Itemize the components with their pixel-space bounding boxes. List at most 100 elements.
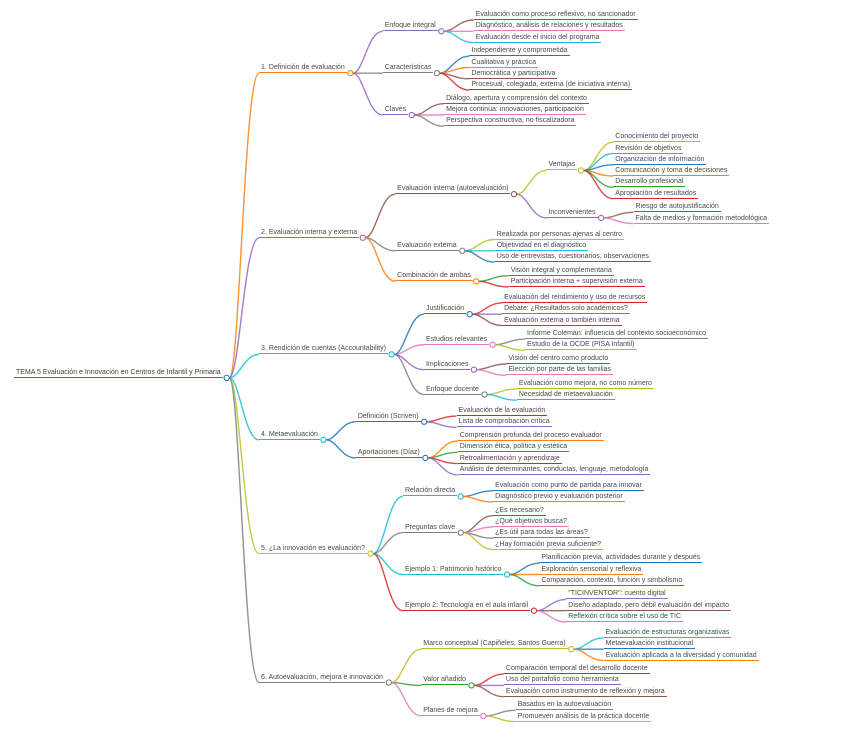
mindmap-branch-node: Definición (Scriven) xyxy=(355,412,421,422)
mindmap-leaf-node: Estudio de la OCDE (PISA Infantil) xyxy=(525,340,637,351)
mindmap-branch-node: 4. Metaevaluación xyxy=(259,430,320,440)
mindmap-branch-node: 1. Definición de evaluación xyxy=(259,64,347,74)
mindmap-leaf-node: Diagnóstico, análisis de relaciones y re… xyxy=(473,22,625,32)
node-toggle-dot[interactable] xyxy=(223,374,230,382)
mindmap-branch-node: 6. Autoevaluación, mejora e innovación xyxy=(259,673,386,683)
branch-link xyxy=(325,439,356,459)
branch-link xyxy=(516,169,547,195)
node-toggle-dot[interactable] xyxy=(457,529,464,536)
mindmap-leaf-node: Debate: ¿Resultados solo académicos? xyxy=(502,305,630,315)
branch-link xyxy=(391,681,422,687)
mindmap-leaf-node: Comparación temporal del desarrollo doce… xyxy=(503,665,650,675)
branch-link xyxy=(365,237,396,283)
node-toggle-dot[interactable] xyxy=(359,234,366,241)
node-toggle-dot[interactable] xyxy=(489,341,496,348)
branch-link xyxy=(573,648,604,662)
mindmap-leaf-node: Promueven análisis de la práctica docent… xyxy=(515,712,652,722)
mindmap-branch-node: 5. ¿La innovación es evaluación? xyxy=(259,544,367,554)
branch-link xyxy=(391,681,422,717)
mindmap-leaf-node: Procesual, colegiada, externa (de inicia… xyxy=(469,81,633,91)
mindmap-leaf-node: Mejora continua: innovaciones, participa… xyxy=(444,106,586,115)
node-toggle-dot[interactable] xyxy=(568,646,575,653)
node-toggle-dot[interactable] xyxy=(367,550,374,557)
mindmap-leaf-node: Evaluación como punto de partida para in… xyxy=(493,481,644,491)
node-toggle-dot[interactable] xyxy=(597,214,605,222)
mindmap-branch-node: 3. Rendición de cuentas (Accountability) xyxy=(259,345,388,355)
node-toggle-dot[interactable] xyxy=(480,712,487,720)
node-toggle-dot[interactable] xyxy=(457,493,464,500)
node-toggle-dot[interactable] xyxy=(510,191,518,198)
mindmap-leaf-node: Evaluación de estructuras organizativas xyxy=(603,628,732,638)
branch-link xyxy=(439,72,470,91)
mindmap-branch-node: Planes de mejora xyxy=(421,706,480,716)
mindmap-branch-node: Aportaciones (Díaz) xyxy=(355,448,422,458)
branch-link xyxy=(414,114,445,127)
branch-link xyxy=(373,552,404,576)
node-toggle-dot[interactable] xyxy=(459,247,466,254)
branch-link xyxy=(603,217,634,225)
node-toggle-dot[interactable] xyxy=(470,366,478,373)
branch-link xyxy=(228,72,260,379)
node-toggle-dot[interactable] xyxy=(466,311,473,318)
mindmap-leaf-node: ¿Qué objetivos busca? xyxy=(493,518,569,527)
branch-link xyxy=(487,388,517,396)
mindmap-leaf-node: Diseño adaptado, pero débil evaluación d… xyxy=(566,601,732,611)
branch-link xyxy=(472,302,503,315)
mindmap-leaf-node: Objetividad en el diagnóstico xyxy=(494,241,589,251)
branch-link xyxy=(427,440,458,459)
node-toggle-dot[interactable] xyxy=(503,571,511,578)
node-toggle-dot[interactable] xyxy=(385,679,392,686)
branch-link xyxy=(495,338,526,346)
node-toggle-dot[interactable] xyxy=(422,454,429,462)
branch-link xyxy=(583,164,614,172)
mindmap-leaf-node: Evaluación desde el inicio del programa xyxy=(473,33,602,43)
mindmap-leaf-node: Evaluación como mejora, no como número xyxy=(516,379,654,389)
mindmap-leaf-node: Visión del centro como producto xyxy=(506,355,611,364)
mindmap-leaf-node: ¿Hay formación previa suficiente? xyxy=(493,540,603,550)
mindmap-root-node: TEMA 5 Evaluación e Innovación en Centro… xyxy=(14,368,224,378)
branch-link xyxy=(365,193,396,239)
node-toggle-dot[interactable] xyxy=(468,682,475,689)
mindmap-branch-node: Ventajas xyxy=(546,161,578,171)
mindmap-leaf-node: Lista de comprobación crítica xyxy=(456,418,552,428)
branch-link xyxy=(427,457,458,465)
node-toggle-dot[interactable] xyxy=(420,418,428,425)
node-toggle-dot[interactable] xyxy=(577,167,585,174)
branch-link xyxy=(474,684,504,698)
node-toggle-dot[interactable] xyxy=(530,607,538,614)
branch-link xyxy=(443,19,474,32)
mindmap-branch-node: Claves xyxy=(382,106,409,115)
mindmap-branch-node: Evaluación externa xyxy=(395,241,459,251)
mindmap-leaf-node: Uso del portafolio como herramienta xyxy=(503,676,621,686)
mindmap-branch-node: 2. Evaluación interna y externa xyxy=(259,228,360,238)
branch-link xyxy=(393,353,425,396)
branch-link xyxy=(536,610,567,623)
mindmap-branch-node: Marco conceptual (Capiñeles, Santos Guer… xyxy=(421,640,568,650)
mindmap-leaf-node: Uso de entrevistas, cuestionarios, obser… xyxy=(494,253,651,263)
node-toggle-dot[interactable] xyxy=(433,70,441,77)
mindmap-branch-node: Evaluación interna (autoevaluación) xyxy=(395,185,511,195)
branch-link xyxy=(439,55,470,74)
node-toggle-dot[interactable] xyxy=(388,351,395,358)
branch-link xyxy=(229,353,260,379)
node-toggle-dot[interactable] xyxy=(473,278,480,285)
mindmap-leaf-node: Evaluación externa o también interna xyxy=(502,316,622,326)
mindmap-leaf-node: Retroalimentación y aprendizaje xyxy=(457,454,562,464)
mindmap-leaf-node: Perspectiva constructiva, no fiscalizado… xyxy=(444,117,577,127)
node-toggle-dot[interactable] xyxy=(438,28,445,35)
node-toggle-dot[interactable] xyxy=(481,391,488,398)
branch-link xyxy=(464,238,495,252)
mindmap-leaf-node: Evaluación aplicada a la diversidad y co… xyxy=(603,651,759,661)
branch-link xyxy=(352,72,383,116)
mindmap-leaf-node: Diagnóstico previo y evaluación posterio… xyxy=(493,493,625,503)
branch-link xyxy=(325,421,356,441)
node-toggle-dot[interactable] xyxy=(347,70,354,77)
branch-link xyxy=(603,211,634,219)
mindmap-branch-node: Relación directa xyxy=(402,487,458,497)
mindmap-leaf-node: Apropiación de resultados xyxy=(613,189,699,199)
mindmap-branch-node: Combinación de ambas xyxy=(395,272,473,282)
mindmap-leaf-node: ¿Es útil para todas las áreas? xyxy=(493,529,590,539)
mindmap-leaf-node: Revisión de objetivos xyxy=(613,144,684,154)
node-toggle-dot[interactable] xyxy=(408,111,415,119)
node-toggle-dot[interactable] xyxy=(320,436,327,443)
